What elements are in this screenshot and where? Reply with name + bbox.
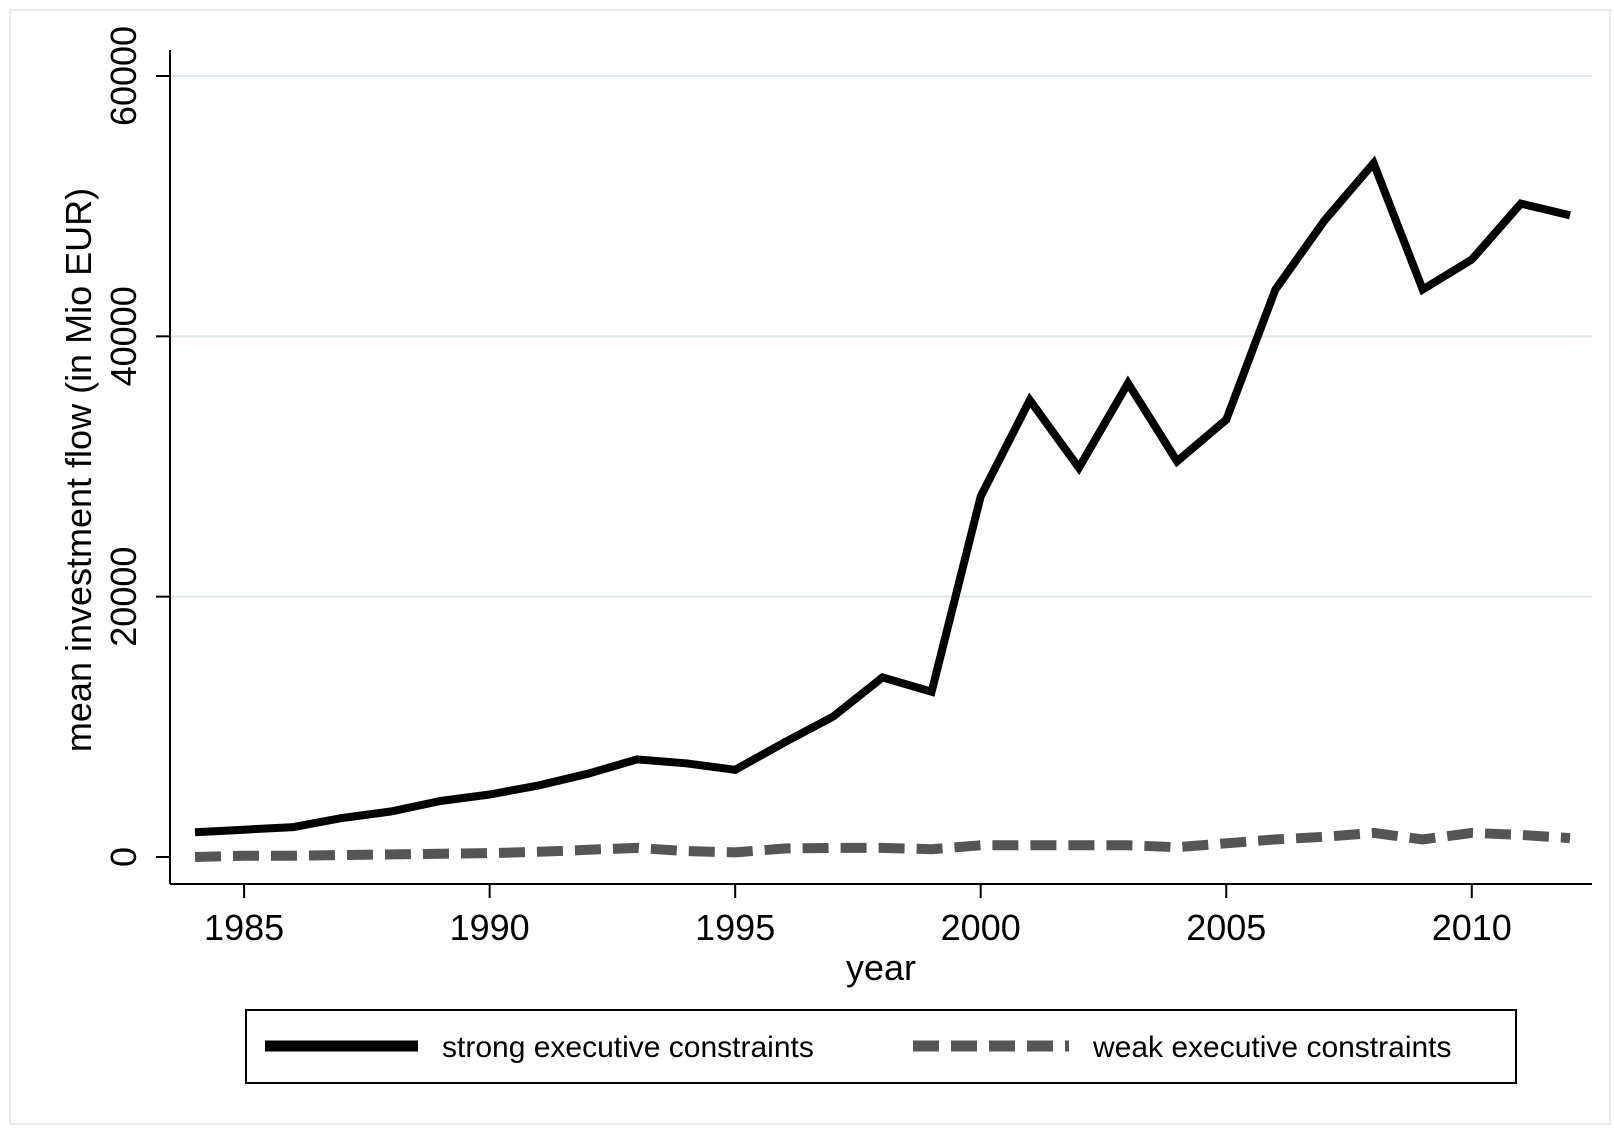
legend: strong executive constraints weak execut… xyxy=(245,1009,1517,1084)
y-tick-label: 20000 xyxy=(103,547,144,647)
x-tick-label: 1995 xyxy=(695,907,775,948)
series xyxy=(194,155,1571,862)
y-tick-label: 0 xyxy=(103,847,144,867)
axes xyxy=(169,50,1592,885)
series-line-strong xyxy=(194,155,1571,837)
series-line-weak xyxy=(194,827,1571,862)
legend-box xyxy=(245,1009,1517,1084)
legend-label-weak: weak executive constraints xyxy=(1092,1031,1452,1064)
y-ticks: 0 20000 40000 60000 xyxy=(103,26,170,867)
x-tick-label: 1990 xyxy=(450,907,530,948)
x-tick-label: 2010 xyxy=(1432,907,1512,948)
y-tick-label: 60000 xyxy=(103,26,144,126)
y-axis-label: mean investment flow (in Mio EUR) xyxy=(58,188,99,752)
legend-label-strong: strong executive constraints xyxy=(442,1031,814,1064)
grid xyxy=(170,75,1592,598)
x-tick-label: 2000 xyxy=(941,907,1021,948)
y-tick-label: 40000 xyxy=(103,286,144,386)
x-axis-label: year xyxy=(846,947,916,988)
x-tick-label: 2005 xyxy=(1186,907,1266,948)
x-tick-label: 1985 xyxy=(204,907,284,948)
outer-frame xyxy=(9,9,1611,1125)
x-ticks: 1985 1990 1995 2000 2005 2010 xyxy=(204,884,1512,948)
